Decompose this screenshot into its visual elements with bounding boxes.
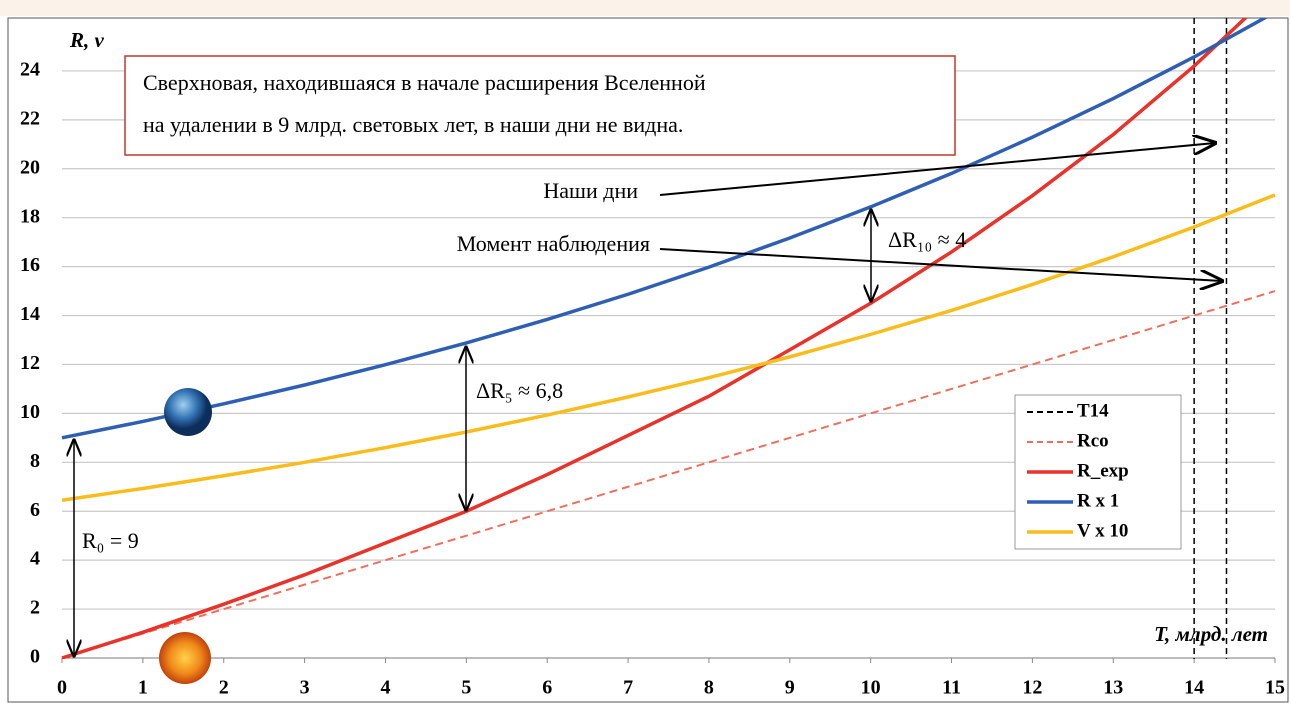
x-tick-label: 15 <box>1265 677 1285 699</box>
y-axis-title: R, v <box>69 28 105 52</box>
note-line: Сверхновая, находившаяся в начале расшир… <box>143 70 706 95</box>
series-line <box>61 18 1269 440</box>
legend-label: R_exp <box>1077 460 1129 481</box>
arrow <box>659 248 1222 281</box>
y-tick-label: 24 <box>20 59 40 81</box>
x-tick-label: 6 <box>542 677 552 699</box>
x-tick-label: 10 <box>861 677 881 699</box>
x-tick-label: 5 <box>461 677 471 699</box>
legend-label: V x 10 <box>1077 520 1128 541</box>
annotation: Наши дни <box>543 178 638 203</box>
y-tick-label: 8 <box>30 450 40 472</box>
x-axis-title: T, млрд. лет <box>1154 622 1268 646</box>
x-tick-label: 1 <box>138 677 148 699</box>
y-tick-label: 12 <box>20 352 40 374</box>
note-box <box>124 55 956 156</box>
x-tick-label: 7 <box>623 677 633 699</box>
series-line <box>61 18 1248 659</box>
x-tick-label: 8 <box>704 677 714 699</box>
annotation: Момент наблюдения <box>457 231 650 256</box>
y-tick-label: 10 <box>20 401 40 423</box>
y-tick-label: 14 <box>20 303 40 325</box>
series-line <box>61 290 1276 659</box>
x-tick-label: 2 <box>219 677 229 699</box>
x-tick-label: 9 <box>785 677 795 699</box>
legend-label: R x 1 <box>1077 490 1119 511</box>
x-tick-label: 4 <box>380 677 390 699</box>
y-tick-label: 22 <box>20 107 40 129</box>
y-tick-label: 2 <box>30 597 40 619</box>
earth-icon <box>164 388 212 436</box>
legend-label: T14 <box>1077 400 1109 421</box>
x-tick-label: 12 <box>1022 677 1042 699</box>
legend-label: Rco <box>1077 430 1109 451</box>
x-tick-label: 13 <box>1103 677 1123 699</box>
note-line: на удалении в 9 млрд. световых лет, в на… <box>143 112 683 137</box>
x-tick-label: 14 <box>1184 677 1204 699</box>
y-tick-label: 6 <box>30 499 40 521</box>
y-tick-label: 16 <box>20 254 40 276</box>
y-tick-label: 4 <box>30 548 40 570</box>
series-line <box>61 193 1276 502</box>
annotation: ΔR₁₀ ≈ 4 <box>888 227 966 252</box>
x-tick-label: 3 <box>300 677 310 699</box>
arrow <box>659 143 1215 196</box>
annotation: R₀ = 9 <box>82 528 139 553</box>
top-strip <box>0 0 1290 16</box>
x-tick-label: 11 <box>942 677 961 699</box>
y-tick-label: 20 <box>20 156 40 178</box>
sun-icon <box>159 632 211 684</box>
y-tick-label: 0 <box>30 646 40 668</box>
x-tick-label: 0 <box>57 677 67 699</box>
annotation: ΔR₅ ≈ 6,8 <box>476 378 563 403</box>
y-tick-label: 18 <box>20 205 40 227</box>
